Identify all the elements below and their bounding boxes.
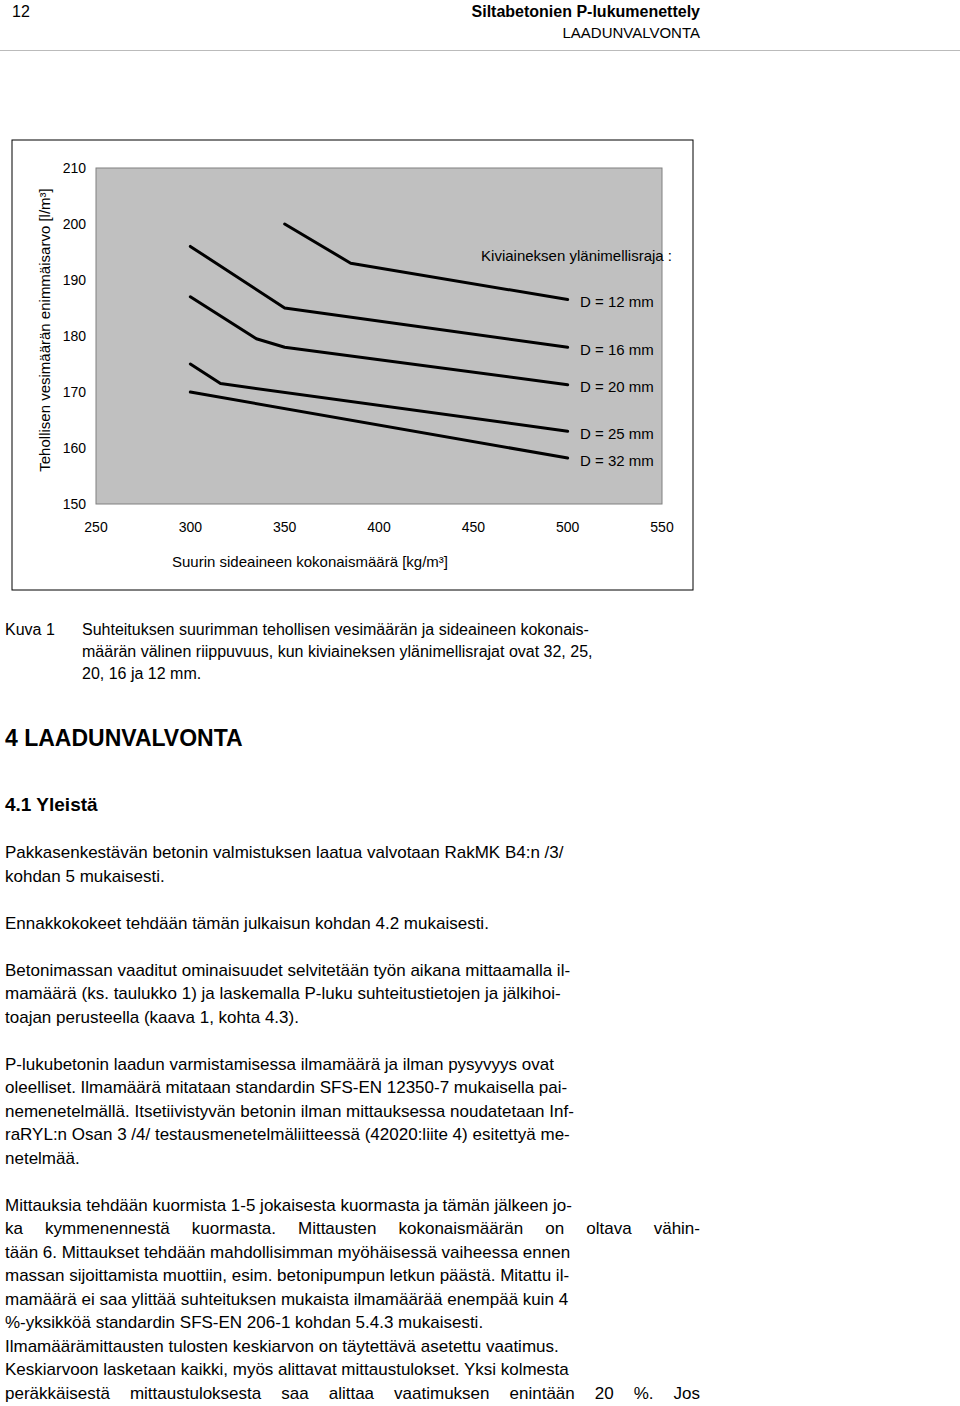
caption-line: määrän välinen riippuvuus, kun kiviainek… <box>82 641 593 663</box>
y-tick-label: 210 <box>63 160 87 176</box>
body-text-line: toajan perusteella (kaava 1, kohta 4.3). <box>5 1006 700 1030</box>
chart: 150 160 170 180 190 200 210 250 300 350 400 450 500 5… <box>0 0 960 1406</box>
plot-area <box>96 168 662 504</box>
body-text-line: %-yksikköä standardin SFS-EN 206-1 kohda… <box>5 1311 700 1335</box>
chart-frame <box>12 140 693 590</box>
y-tick-label: 180 <box>63 328 87 344</box>
header-rule <box>0 50 960 51</box>
running-section: LAADUNVALVONTA <box>562 23 700 43</box>
x-tick-label: 500 <box>556 519 580 535</box>
subsection-heading: 4.1 Yleistä <box>5 793 98 817</box>
x-tick-label: 300 <box>179 519 203 535</box>
x-tick-label: 450 <box>462 519 486 535</box>
legend-entry: D = 20 mm <box>580 378 654 395</box>
body-text-line: Betonimassan vaaditut ominaisuudet selvi… <box>5 959 700 983</box>
caption-line: Suhteituksen suurimman tehollisen vesimä… <box>82 619 589 641</box>
y-tick-label: 170 <box>63 384 87 400</box>
x-tick-label: 350 <box>273 519 297 535</box>
series-line <box>190 392 567 458</box>
legend-entry: D = 32 mm <box>580 452 654 469</box>
y-tick-label: 200 <box>63 216 87 232</box>
body-text-line: mamäärä ei saa ylittää suhteituksen muka… <box>5 1288 700 1312</box>
body-text-line: Mittauksia tehdään kuormista 1-5 jokaise… <box>5 1194 700 1218</box>
x-tick-label: 550 <box>650 519 674 535</box>
x-axis-label: Suurin sideaineen kokonaismäärä [kg/m³] <box>172 553 448 570</box>
body-text-line: mamäärä (ks. taulukko 1) ja laskemalla P… <box>5 982 700 1006</box>
caption-line: 20, 16 ja 12 mm. <box>82 663 201 685</box>
body-text-line: kohdan 5 mukaisesti. <box>5 865 700 889</box>
series-line <box>190 297 567 385</box>
body-text-line: tään 6. Mittaukset tehdään mahdollisimma… <box>5 1241 700 1265</box>
body-text-line: ka kymmenennestä kuormasta. Mittausten k… <box>5 1217 700 1241</box>
caption-label: Kuva 1 <box>5 619 55 641</box>
y-tick-label: 150 <box>63 496 87 512</box>
y-axis-label: Tehollisen vesimäärän enimmäisarvo [l/m³… <box>36 188 53 471</box>
body-text-line: massan sijoittamista muottiin, esim. bet… <box>5 1264 700 1288</box>
body-text-line: netelmää. <box>5 1147 700 1171</box>
legend-entry: D = 25 mm <box>580 425 654 442</box>
series-line <box>190 364 567 431</box>
body-text-line: peräkkäisestä mittaustuloksesta saa alit… <box>5 1382 700 1406</box>
body-text-line: P-lukubetonin laadun varmistamisessa ilm… <box>5 1053 700 1077</box>
body-text-line: Ilmamäärämittausten tulosten keskiarvon … <box>5 1335 700 1359</box>
body-text-line: raRYL:n Osan 3 /4/ testausmenetelmäliitt… <box>5 1123 700 1147</box>
body-text-line: Keskiarvoon lasketaan kaikki, myös alitt… <box>5 1358 700 1382</box>
section-heading: 4 LAADUNVALVONTA <box>5 724 243 752</box>
page: {"header": {"page_number": "12", "title"… <box>0 0 960 1406</box>
legend-entry: D = 12 mm <box>580 293 654 310</box>
running-title: Siltabetonien P-lukumenettely <box>472 2 700 22</box>
body-text-line: Ennakkokokeet tehdään tämän julkaisun ko… <box>5 912 700 936</box>
body-text-line: Pakkasenkestävän betonin valmistuksen la… <box>5 841 700 865</box>
legend-title: Kiviaineksen ylänimellisraja : <box>481 247 672 264</box>
body-text-line: nemenetelmällä. Itsetiivistyvän betonin … <box>5 1100 700 1124</box>
y-tick-label: 160 <box>63 440 87 456</box>
body-text-line: oleelliset. Ilmamäärä mitataan standardi… <box>5 1076 700 1100</box>
x-tick-label: 400 <box>367 519 391 535</box>
page-number: 12 <box>12 2 30 22</box>
x-tick-label: 250 <box>84 519 108 535</box>
legend-entry: D = 16 mm <box>580 341 654 358</box>
y-tick-label: 190 <box>63 272 87 288</box>
